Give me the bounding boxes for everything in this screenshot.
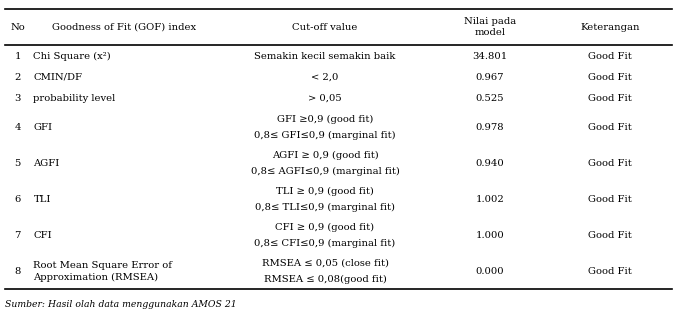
Text: > 0,05: > 0,05 (308, 94, 342, 103)
Text: Good Fit: Good Fit (588, 159, 632, 168)
Text: Good Fit: Good Fit (588, 94, 632, 103)
Text: 1: 1 (14, 52, 21, 60)
Text: Goodness of Fit (GOF) index: Goodness of Fit (GOF) index (52, 23, 196, 32)
Text: probability level: probability level (33, 94, 116, 103)
Text: Good Fit: Good Fit (588, 195, 632, 204)
Text: 0.525: 0.525 (476, 94, 504, 103)
Text: RMSEA ≤ 0,05 (close fit): RMSEA ≤ 0,05 (close fit) (261, 259, 389, 268)
Text: 5: 5 (14, 159, 21, 168)
Text: CFI ≥ 0,9 (good fit): CFI ≥ 0,9 (good fit) (276, 223, 374, 232)
Text: Nilai pada
model: Nilai pada model (464, 17, 516, 38)
Text: 8: 8 (14, 267, 21, 276)
Text: 34.801: 34.801 (473, 52, 508, 60)
Text: AGFI: AGFI (33, 159, 60, 168)
Text: No: No (10, 23, 25, 32)
Text: Good Fit: Good Fit (588, 231, 632, 240)
Text: Root Mean Square Error of
Approximation (RMSEA): Root Mean Square Error of Approximation … (33, 261, 173, 281)
Text: 0,8≤ TLI≤0,9 (marginal fit): 0,8≤ TLI≤0,9 (marginal fit) (255, 203, 395, 212)
Text: Good Fit: Good Fit (588, 52, 632, 60)
Text: 0,8≤ AGFI≤0,9 (marginal fit): 0,8≤ AGFI≤0,9 (marginal fit) (250, 167, 399, 176)
Text: AGFI ≥ 0,9 (good fit): AGFI ≥ 0,9 (good fit) (271, 151, 378, 160)
Text: 0.967: 0.967 (476, 73, 504, 82)
Text: Semakin kecil semakin baik: Semakin kecil semakin baik (255, 52, 395, 60)
Text: 0,8≤ CFI≤0,9 (marginal fit): 0,8≤ CFI≤0,9 (marginal fit) (255, 239, 395, 248)
Text: Sumber: Hasil olah data menggunakan AMOS 21: Sumber: Hasil olah data menggunakan AMOS… (5, 300, 237, 309)
Text: 1.000: 1.000 (476, 231, 504, 240)
Text: 3: 3 (14, 94, 21, 103)
Text: GFI ≥0,9 (good fit): GFI ≥0,9 (good fit) (277, 115, 373, 124)
Text: 0.978: 0.978 (476, 123, 504, 132)
Text: 0.000: 0.000 (476, 267, 504, 276)
Text: GFI: GFI (33, 123, 52, 132)
Text: TLI: TLI (33, 195, 51, 204)
Text: 0.940: 0.940 (476, 159, 504, 168)
Text: Good Fit: Good Fit (588, 123, 632, 132)
Text: 1.002: 1.002 (476, 195, 504, 204)
Text: TLI ≥ 0,9 (good fit): TLI ≥ 0,9 (good fit) (276, 187, 374, 196)
Text: 2: 2 (14, 73, 21, 82)
Text: < 2,0: < 2,0 (311, 73, 338, 82)
Text: CFI: CFI (33, 231, 52, 240)
Text: Cut-off value: Cut-off value (292, 23, 357, 32)
Text: 7: 7 (14, 231, 21, 240)
Text: 4: 4 (14, 123, 21, 132)
Text: Chi Square (x²): Chi Square (x²) (33, 51, 111, 61)
Text: Keterangan: Keterangan (580, 23, 640, 32)
Text: 6: 6 (14, 195, 20, 204)
Text: RMSEA ≤ 0,08(good fit): RMSEA ≤ 0,08(good fit) (263, 275, 387, 284)
Text: Good Fit: Good Fit (588, 73, 632, 82)
Text: CMIN/DF: CMIN/DF (33, 73, 83, 82)
Text: 0,8≤ GFI≤0,9 (marginal fit): 0,8≤ GFI≤0,9 (marginal fit) (254, 131, 396, 140)
Text: Good Fit: Good Fit (588, 267, 632, 276)
